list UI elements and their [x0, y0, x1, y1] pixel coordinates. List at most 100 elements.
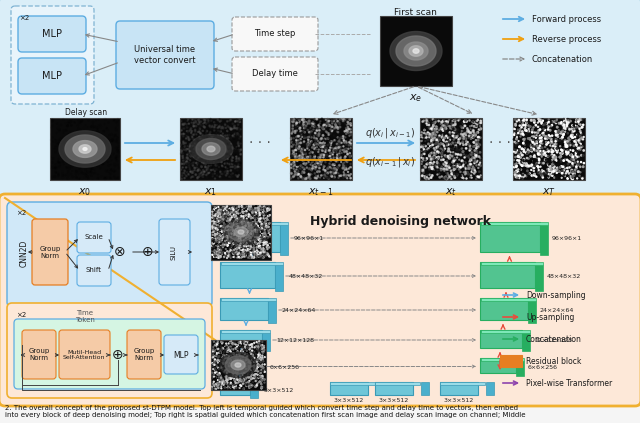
Point [511, 140, 521, 146]
Point [192, 153, 202, 160]
Point [529, 171, 539, 178]
Point [59, 161, 69, 168]
Point [328, 160, 338, 167]
Point [449, 165, 460, 172]
Point [465, 164, 475, 170]
Point [260, 224, 271, 231]
Point [83, 117, 93, 124]
Point [574, 116, 584, 123]
Point [246, 247, 257, 254]
Point [204, 166, 214, 173]
Point [234, 155, 244, 162]
Point [198, 171, 209, 178]
Point [233, 121, 243, 128]
Point [218, 140, 228, 147]
Point [450, 163, 460, 170]
Point [209, 249, 220, 255]
Point [548, 165, 558, 172]
Point [250, 234, 260, 241]
Point [527, 162, 537, 168]
Point [234, 339, 244, 346]
Point [517, 162, 527, 169]
Point [223, 376, 234, 382]
Point [450, 135, 460, 142]
Point [472, 140, 483, 147]
Point [211, 362, 221, 368]
Point [287, 139, 297, 146]
Point [447, 171, 457, 178]
Point [212, 341, 223, 348]
Point [223, 219, 234, 225]
Point [239, 357, 249, 364]
Point [70, 133, 81, 140]
Point [470, 133, 480, 140]
Point [554, 120, 564, 126]
Point [243, 247, 253, 254]
Point [444, 155, 454, 162]
Point [250, 233, 260, 240]
Point [63, 123, 73, 129]
Point [241, 338, 251, 345]
Text: Group
Norm: Group Norm [40, 245, 61, 258]
Point [252, 234, 262, 241]
Point [177, 172, 188, 179]
Point [219, 143, 229, 149]
Point [552, 147, 562, 154]
Point [563, 168, 573, 175]
Point [217, 235, 227, 242]
Point [230, 209, 240, 215]
Point [262, 241, 272, 248]
Point [520, 162, 531, 169]
Point [473, 121, 483, 127]
Point [85, 137, 95, 143]
Point [211, 204, 221, 211]
Point [239, 226, 250, 233]
Point [264, 219, 275, 226]
Point [468, 132, 478, 139]
Point [48, 116, 58, 123]
Point [458, 142, 468, 148]
Point [234, 246, 244, 253]
Point [418, 146, 428, 153]
Point [444, 129, 454, 136]
Point [209, 361, 219, 368]
Point [223, 174, 234, 181]
Point [98, 145, 108, 151]
Point [211, 210, 221, 217]
Point [227, 374, 237, 381]
Point [224, 343, 234, 350]
Point [211, 250, 221, 257]
Point [176, 166, 186, 173]
Point [83, 124, 93, 131]
Point [428, 156, 438, 162]
Point [216, 232, 226, 239]
Point [214, 247, 225, 253]
Point [221, 230, 232, 236]
Point [230, 380, 241, 387]
Point [245, 207, 255, 214]
Point [442, 169, 452, 176]
Point [212, 363, 222, 370]
Point [52, 129, 62, 136]
Point [290, 154, 300, 161]
Point [260, 210, 271, 217]
Point [420, 163, 431, 170]
Point [215, 253, 225, 259]
Point [463, 154, 474, 161]
Point [264, 215, 275, 222]
Point [212, 233, 223, 240]
Point [542, 120, 552, 127]
Point [228, 253, 239, 260]
Point [183, 143, 193, 149]
FancyBboxPatch shape [18, 16, 86, 52]
Point [244, 357, 254, 364]
Point [244, 346, 255, 353]
Point [575, 136, 585, 143]
Point [210, 239, 220, 245]
Point [529, 171, 540, 178]
Point [210, 210, 220, 217]
Point [195, 148, 205, 155]
Point [218, 382, 228, 388]
Point [312, 175, 322, 182]
Point [244, 253, 255, 260]
